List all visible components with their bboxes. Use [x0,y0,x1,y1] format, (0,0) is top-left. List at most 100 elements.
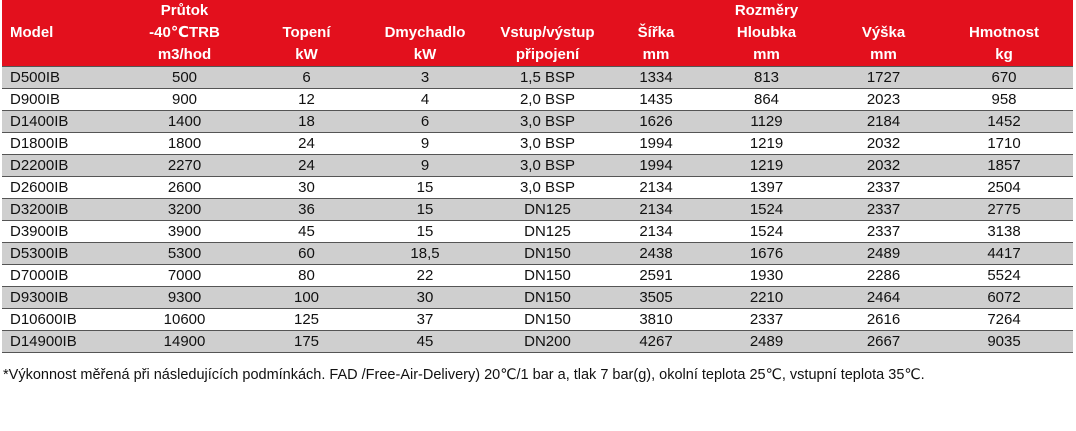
header-cell [247,0,366,22]
table-cell: 5300 [122,242,247,265]
header-cell: Průtok [122,0,247,22]
table-cell: 7000 [122,264,247,287]
table-cell: 10600 [122,308,247,331]
table-cell: 2032 [832,154,935,177]
table-cell: 18,5 [366,242,484,265]
table-cell: 1400 [122,110,247,133]
header-cell: m3/hod [122,44,247,67]
table-cell: 900 [122,88,247,111]
table-cell: 12 [247,88,366,111]
table-cell: 2504 [935,176,1073,199]
table-cell: 2,0 BSP [484,88,611,111]
model-cell: D9300IB [2,286,122,309]
table-cell: 1397 [701,176,832,199]
table-row: D3900IB 3900 45 15 DN125 2134 1524 2337 3138 [2,220,1073,243]
table-cell: 36 [247,198,366,221]
footnote: *Výkonnost měřená při následujících podm… [3,367,925,383]
model-cell: D5300IB [2,242,122,265]
header-cell [2,44,122,67]
table-cell: 1727 [832,66,935,89]
table-cell: 2134 [611,198,701,221]
table-cell: 2600 [122,176,247,199]
table-cell: 175 [247,330,366,353]
table-cell: 18 [247,110,366,133]
table-cell: 864 [701,88,832,111]
table-row: D3200IB 3200 36 15 DN125 2134 1524 2337 2775 [2,198,1073,221]
table-row: D1800IB 1800 24 9 3,0 BSP 1994 1219 2032 1710 [2,132,1073,155]
header-cell [935,0,1073,22]
header-row-3: m3/hod kW kW připojení mm mm mm kg [2,44,1073,67]
header-cell: kg [935,44,1073,67]
header-cell: Rozměry [701,0,832,22]
table-cell: 2337 [701,308,832,331]
table-cell: 3,0 BSP [484,132,611,155]
table-cell: 813 [701,66,832,89]
header-cell: připojení [484,44,611,67]
table-cell: DN200 [484,330,611,353]
table-cell: DN150 [484,242,611,265]
table-cell: DN125 [484,198,611,221]
model-cell: D3200IB [2,198,122,221]
model-cell: D900IB [2,88,122,111]
model-cell: D1800IB [2,132,122,155]
table-cell: 30 [366,286,484,309]
table-cell: 60 [247,242,366,265]
header-cell: Vstup/výstup [484,22,611,44]
table-cell: 1626 [611,110,701,133]
table-cell: 2286 [832,264,935,287]
table-cell: 1857 [935,154,1073,177]
header-cell: Hloubka [701,22,832,44]
table-cell: 80 [247,264,366,287]
table-cell: DN150 [484,286,611,309]
table-cell: 3810 [611,308,701,331]
table-cell: 1800 [122,132,247,155]
model-cell: D500IB [2,66,122,89]
table-cell: 1710 [935,132,1073,155]
table-cell: 2134 [611,220,701,243]
header-cell: kW [366,44,484,67]
table-body: D500IB 500 6 3 1,5 BSP 1334 813 1727 670 D900IB 90… [2,66,1073,353]
table-cell: 1435 [611,88,701,111]
header-cell: -40℃TRB [122,22,247,44]
header-cell: mm [611,44,701,67]
table-cell: 2489 [832,242,935,265]
header-cell: Model [2,22,122,44]
table-cell: 15 [366,198,484,221]
header-cell: Topení [247,22,366,44]
table-cell: 9035 [935,330,1073,353]
table-cell: 1524 [701,220,832,243]
table-cell: 15 [366,220,484,243]
table-cell: 1129 [701,110,832,133]
table-cell: 2337 [832,220,935,243]
table-row: D900IB 900 12 4 2,0 BSP 1435 864 2023 958 [2,88,1073,111]
header-cell: Dmychadlo [366,22,484,44]
header-cell [366,0,484,22]
table-cell: 4417 [935,242,1073,265]
header-cell: Hmotnost [935,22,1073,44]
table-cell: 37 [366,308,484,331]
table-cell: 2464 [832,286,935,309]
table-cell: 2032 [832,132,935,155]
header-row-1: Průtok Rozměry [2,0,1073,22]
table-cell: 9 [366,132,484,155]
table-row: D2600IB 2600 30 15 3,0 BSP 2134 1397 2337 2504 [2,176,1073,199]
table-cell: 4 [366,88,484,111]
header-cell [484,0,611,22]
table-row: D7000IB 7000 80 22 DN150 2591 1930 2286 5524 [2,264,1073,287]
header-cell [832,0,935,22]
table-row: D10600IB 10600 125 37 DN150 3810 2337 2616 7264 [2,308,1073,331]
model-cell: D14900IB [2,330,122,353]
table-cell: 2591 [611,264,701,287]
table-cell: 1676 [701,242,832,265]
table-cell: 2270 [122,154,247,177]
header-cell: Šířka [611,22,701,44]
table-cell: 2337 [832,198,935,221]
table-cell: 3505 [611,286,701,309]
table-cell: 6 [247,66,366,89]
header-cell [2,0,122,22]
model-cell: D7000IB [2,264,122,287]
table-cell: 3200 [122,198,247,221]
model-cell: D10600IB [2,308,122,331]
header-cell [611,0,701,22]
table-cell: 1334 [611,66,701,89]
